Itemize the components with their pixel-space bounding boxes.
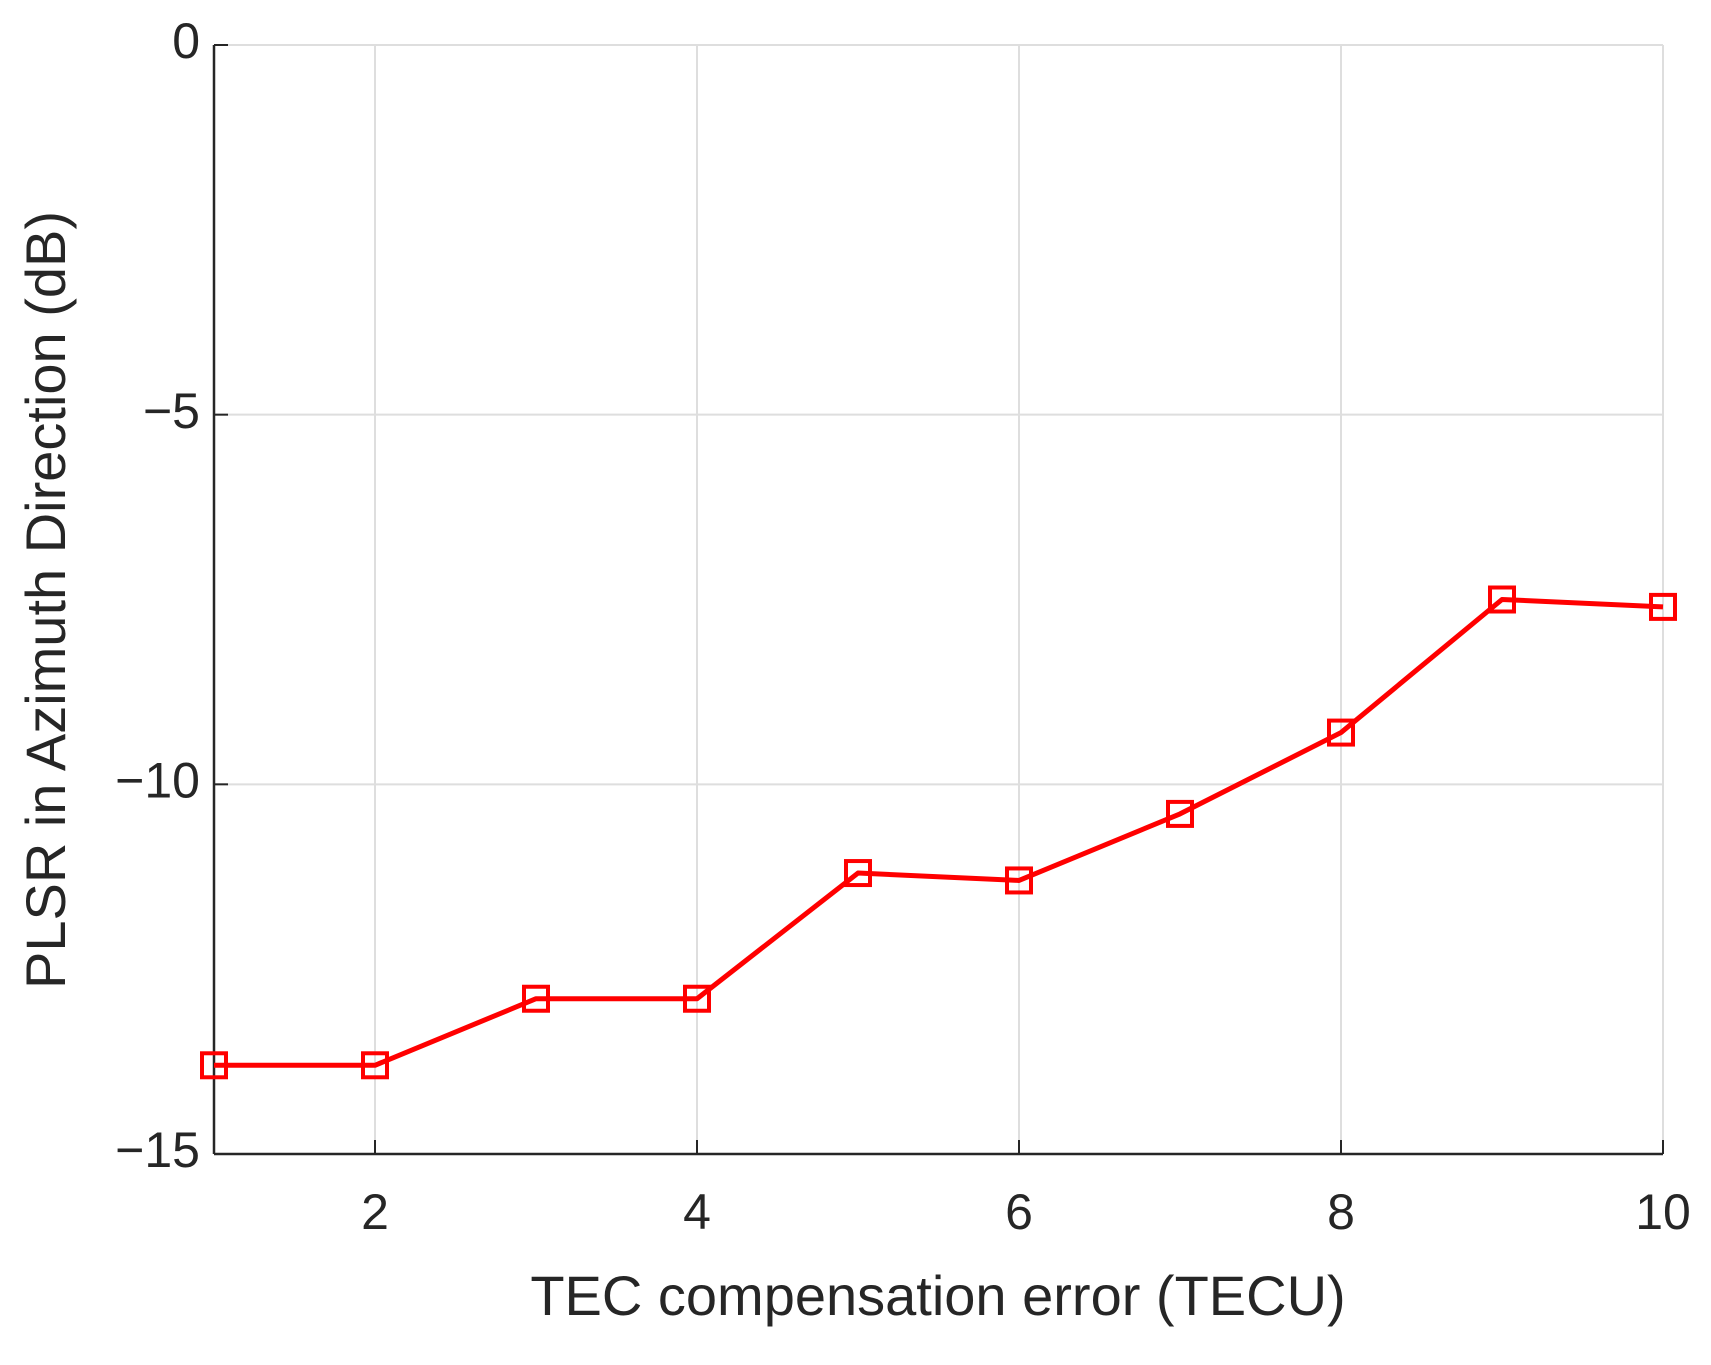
y-tick-label: −5 <box>143 383 200 439</box>
marker <box>844 859 872 888</box>
y-axis-label: PLSR in Azimuth Direction (dB) <box>14 211 77 989</box>
marker <box>1166 799 1194 828</box>
marker <box>683 984 711 1013</box>
x-tick-label: 2 <box>361 1184 389 1240</box>
x-tick-label: 4 <box>683 1184 711 1240</box>
marker <box>1488 585 1516 614</box>
data-line <box>214 597 1664 1068</box>
y-tick-label: −15 <box>115 1122 200 1178</box>
marker <box>200 1051 228 1080</box>
marker <box>1649 592 1677 621</box>
x-tick-label: 6 <box>1005 1184 1033 1240</box>
y-tick-label: −10 <box>115 753 200 809</box>
marker <box>1327 718 1355 747</box>
x-tick-label: 10 <box>1635 1184 1691 1240</box>
y-tick-label: 0 <box>172 13 200 69</box>
x-tick-label: 8 <box>1327 1184 1355 1240</box>
marker <box>1005 866 1033 895</box>
marker <box>522 984 550 1013</box>
x-axis-label: TEC compensation error (TECU) <box>530 1264 1345 1327</box>
marker <box>361 1051 389 1080</box>
